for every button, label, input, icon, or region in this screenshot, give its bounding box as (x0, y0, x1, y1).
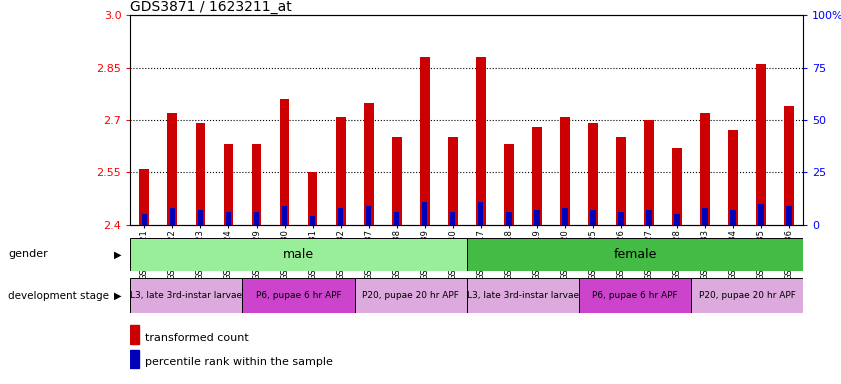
Text: L3, late 3rd-instar larvae: L3, late 3rd-instar larvae (130, 291, 242, 300)
Bar (646, 210, 652, 225)
Bar (560, 116, 569, 225)
Bar (588, 124, 598, 225)
Bar (308, 172, 317, 225)
Bar (140, 169, 149, 225)
Bar (392, 137, 401, 225)
Bar (478, 202, 484, 225)
Bar (363, 103, 373, 225)
Bar (759, 204, 764, 225)
Bar (338, 208, 343, 225)
Bar (674, 214, 680, 225)
Bar (618, 212, 624, 225)
Bar (198, 210, 204, 225)
Bar (422, 202, 427, 225)
Bar (702, 208, 708, 225)
Bar (756, 64, 766, 225)
Bar (195, 124, 205, 225)
Bar (644, 120, 653, 225)
Bar (170, 208, 175, 225)
Bar (700, 113, 710, 225)
Bar (130, 278, 242, 313)
Bar (251, 144, 262, 225)
Bar (447, 137, 458, 225)
Bar (616, 137, 626, 225)
Bar (467, 238, 803, 271)
Bar (590, 210, 595, 225)
Bar (224, 144, 233, 225)
Bar (579, 278, 691, 313)
Bar (141, 214, 147, 225)
Text: development stage: development stage (8, 291, 109, 301)
Bar (130, 350, 139, 369)
Bar (279, 99, 289, 225)
Bar (336, 116, 346, 225)
Text: percentile rank within the sample: percentile rank within the sample (145, 358, 333, 367)
Bar (282, 206, 288, 225)
Bar (467, 278, 579, 313)
Bar (130, 325, 139, 344)
Bar (130, 238, 467, 271)
Text: male: male (283, 248, 315, 261)
Text: ▶: ▶ (114, 291, 121, 301)
Bar (562, 208, 568, 225)
Bar (420, 57, 430, 225)
Bar (504, 144, 514, 225)
Bar (786, 206, 792, 225)
Bar (534, 210, 540, 225)
Bar (730, 210, 736, 225)
Bar (394, 212, 399, 225)
Bar (242, 278, 355, 313)
Text: ▶: ▶ (114, 249, 121, 260)
Text: P6, pupae 6 hr APF: P6, pupae 6 hr APF (592, 291, 678, 300)
Bar (672, 148, 682, 225)
Text: gender: gender (8, 249, 48, 260)
Bar (532, 127, 542, 225)
Text: female: female (613, 248, 657, 261)
Bar (254, 212, 259, 225)
Bar (506, 212, 511, 225)
Bar (476, 57, 485, 225)
Bar (784, 106, 794, 225)
Bar (167, 113, 177, 225)
Text: L3, late 3rd-instar larvae: L3, late 3rd-instar larvae (467, 291, 579, 300)
Text: GDS3871 / 1623211_at: GDS3871 / 1623211_at (130, 0, 292, 14)
Text: P20, pupae 20 hr APF: P20, pupae 20 hr APF (362, 291, 459, 300)
Bar (691, 278, 803, 313)
Text: transformed count: transformed count (145, 333, 249, 343)
Bar (225, 212, 231, 225)
Bar (366, 206, 372, 225)
Bar (355, 278, 467, 313)
Text: P6, pupae 6 hr APF: P6, pupae 6 hr APF (256, 291, 341, 300)
Text: P20, pupae 20 hr APF: P20, pupae 20 hr APF (699, 291, 796, 300)
Bar (728, 131, 738, 225)
Bar (309, 216, 315, 225)
Bar (450, 212, 456, 225)
